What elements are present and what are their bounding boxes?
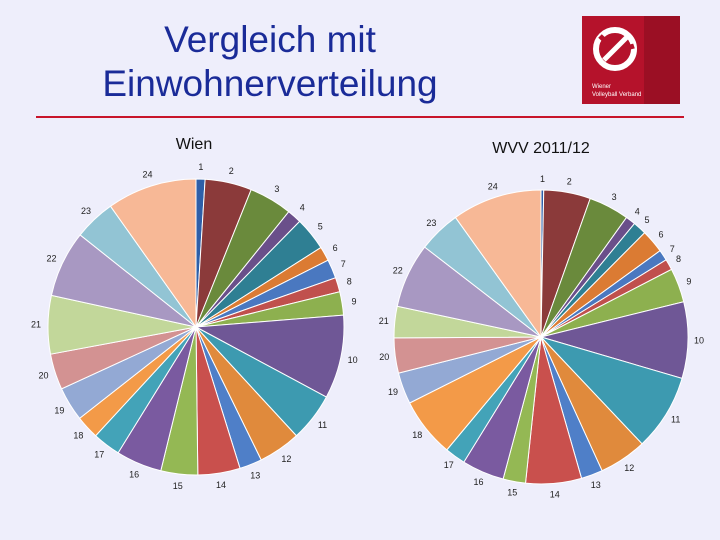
slice-label-8: 8 [347,276,352,286]
slice-label-18: 18 [412,430,422,440]
slice-label-10: 10 [694,335,704,345]
slice-label-4: 4 [635,207,640,217]
slice-label-1: 1 [198,162,203,172]
slice-label-17: 17 [444,460,454,470]
logo-text-line1: Wiener [592,84,611,90]
slice-label-12: 12 [281,454,291,464]
title-divider [36,116,684,118]
slice-label-23: 23 [81,206,91,216]
slice-label-14: 14 [216,480,226,490]
slide-title-line1: Vergleich mit [164,19,376,60]
slide-title-line2: Einwohnerverteilung [102,63,438,104]
slice-label-8: 8 [676,254,681,264]
slice-label-21: 21 [379,316,389,326]
slice-label-7: 7 [341,259,346,269]
slice-label-16: 16 [473,477,483,487]
slice-label-16: 16 [129,470,139,480]
wvv-logo: Wiener Volleyball Verband [582,16,680,104]
volleyball-swoosh-icon [593,27,637,71]
slice-label-5: 5 [318,221,323,231]
slice-label-4: 4 [300,202,305,212]
pie-slice-10 [194,314,345,398]
slice-label-9: 9 [351,297,356,307]
slice-label-14: 14 [550,489,560,499]
slice-label-23: 23 [426,218,436,228]
slice-label-13: 13 [591,480,601,490]
slice-label-10: 10 [348,355,358,365]
slice-label-20: 20 [38,371,48,381]
slice-label-19: 19 [54,405,64,415]
chart-title-wien: Wien [176,136,212,153]
logo-text-line2: Volleyball Verband [592,92,641,98]
slice-label-9: 9 [686,276,691,286]
slice-label-11: 11 [671,415,680,425]
slice-label-19: 19 [388,387,398,397]
slice-label-3: 3 [612,192,617,202]
slice-label-6: 6 [333,243,338,253]
slice-label-1: 1 [540,174,545,184]
slice-label-13: 13 [250,471,260,481]
chart-title-wvv: WVV 2011/12 [492,140,590,157]
slice-label-18: 18 [73,431,83,441]
slice-label-17: 17 [94,449,104,459]
slice-label-24: 24 [142,170,152,180]
slice-label-5: 5 [644,215,649,225]
slice-label-21: 21 [31,320,41,330]
pie-slice-24 [109,178,197,329]
slide-title: Vergleich mit Einwohnerverteilung [60,18,480,106]
slice-label-7: 7 [670,244,675,254]
slice-label-11: 11 [318,420,327,430]
slice-label-3: 3 [274,184,279,194]
slice-label-15: 15 [173,481,183,491]
slice-label-24: 24 [488,182,498,192]
slice-label-6: 6 [658,229,663,239]
slice-label-22: 22 [393,266,403,276]
slice-label-12: 12 [624,463,634,473]
slice-label-20: 20 [379,352,389,362]
slice-label-22: 22 [46,253,56,263]
pie-slice-24 [454,189,542,339]
slice-label-2: 2 [567,177,572,187]
slice-label-2: 2 [229,166,234,176]
slice-label-15: 15 [507,487,517,497]
